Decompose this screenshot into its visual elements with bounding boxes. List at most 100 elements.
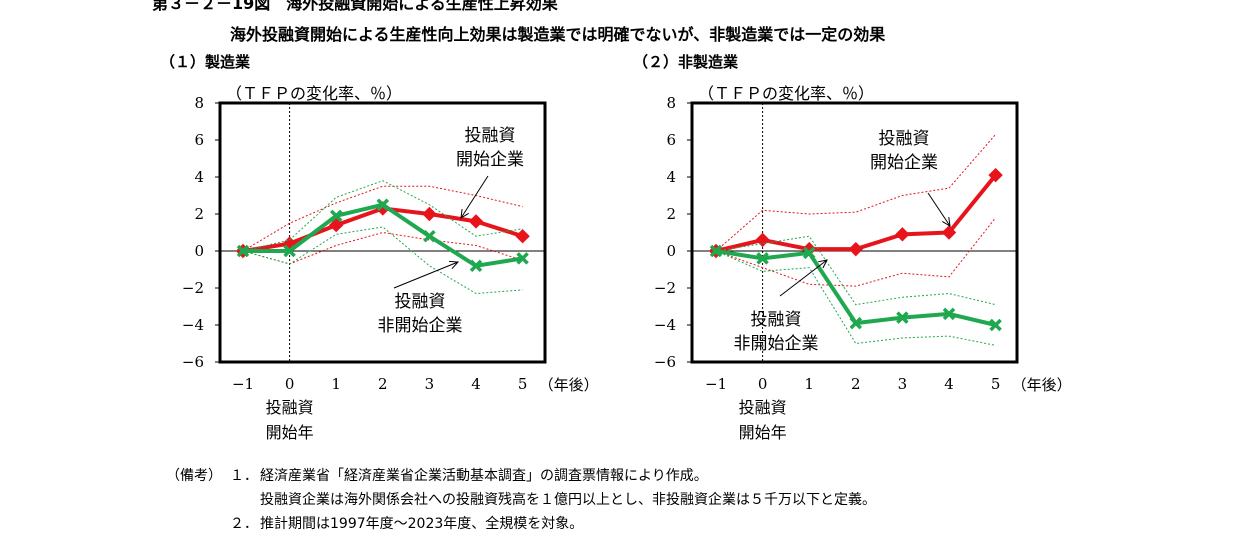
annotation-arrowhead: [460, 209, 469, 219]
y-tick-label: −2: [654, 279, 676, 297]
y-tick-label: 0: [666, 242, 676, 260]
x-tick-label: 4: [471, 375, 481, 393]
annotation-arrow: [779, 259, 828, 297]
confidence-lower-line: [715, 217, 996, 287]
confidence-lower-line: [715, 250, 996, 346]
y-tick-label: 8: [194, 94, 204, 112]
data-point-stroke: [849, 316, 863, 330]
data-point: [895, 227, 910, 242]
y-tick-label: 6: [194, 131, 204, 149]
y-tick-label: 2: [666, 205, 676, 223]
x-axis-label: （年後）: [539, 376, 599, 394]
y-tick-label: 4: [194, 168, 204, 186]
data-point-stroke: [942, 307, 956, 321]
chart-panel-1: （ＴＦＰの変化率、％） 8 6 4 2 0 −2 −4 −6 −1 0 1 2 3 4 5 （年後） 投融資開始年…: [182, 84, 599, 442]
note-text: 推計期間は1997年度～2023年度、全規模を対象。: [260, 516, 584, 532]
data-point: [328, 217, 344, 233]
note-text: 経済産業省「経済産業省企業活動基本調査」の調査票情報により作成。: [260, 468, 708, 484]
data-point: [896, 311, 909, 324]
x-tick-label: 5: [991, 375, 1001, 393]
y-tick-label: 0: [194, 242, 204, 260]
data-point-stroke: [423, 229, 436, 243]
data-point: [849, 316, 863, 330]
note-text: 投融資企業は海外関係会社への投融資残高を１億円以上とし、非投融資企業は５千万以下…: [260, 492, 876, 508]
data-point: [422, 206, 437, 222]
x-tick-label: 0: [758, 375, 768, 393]
series-label: 開始企業: [870, 153, 938, 173]
x-tick-label: 3: [898, 375, 908, 393]
series-label: 投融資: [879, 129, 930, 149]
confidence-upper-line: [715, 134, 996, 252]
confidence-lower-line: [242, 226, 523, 295]
start-year-label: 投融資: [739, 398, 787, 417]
y-tick-label: 6: [666, 131, 676, 149]
data-point: [516, 252, 529, 265]
data-point: [802, 246, 816, 260]
data-point: [942, 307, 956, 321]
data-point-stroke: [236, 244, 250, 258]
notes-label: （備考）: [166, 468, 222, 484]
data-point: [709, 244, 723, 258]
plot-frame: [218, 101, 547, 364]
data-point: [848, 241, 864, 257]
annotation-arrowhead: [818, 259, 828, 269]
x-tick-label: 5: [518, 375, 528, 393]
data-point-stroke: [989, 318, 1002, 332]
x-tick-label: 2: [851, 375, 861, 393]
y-tick-label: −4: [654, 316, 676, 334]
data-point-stroke: [283, 244, 296, 258]
annotation-arrow: [393, 261, 459, 289]
note-row-2: ２． 推計期間は1997年度～2023年度、全規模を対象。: [166, 512, 876, 536]
data-point: [329, 209, 343, 223]
y-tick-label: −4: [182, 316, 204, 334]
data-point: [515, 228, 530, 244]
annotation-arrowhead: [941, 217, 951, 227]
data-point: [236, 244, 250, 258]
plot-frame: [690, 101, 1019, 364]
series-label: 開始企業: [456, 150, 524, 170]
confidence-upper-line: [715, 235, 996, 306]
data-point: [376, 198, 390, 211]
data-point: [756, 252, 769, 265]
note-row-1-cont: 投融資企業は海外関係会社への投融資残高を１億円以上とし、非投融資企業は５千万以下…: [166, 488, 876, 512]
data-point-stroke: [329, 209, 343, 223]
y-tick-label: −2: [182, 279, 204, 297]
note-number: ２．: [230, 516, 258, 532]
series-label: 投融資: [751, 310, 802, 330]
data-point-stroke: [802, 246, 816, 260]
series-label: 非開始企業: [734, 334, 819, 354]
x-axis-label: （年後）: [1012, 376, 1072, 394]
y-tick-label: −6: [654, 353, 676, 371]
data-point-stroke: [896, 311, 909, 324]
x-tick-label: 4: [944, 375, 954, 393]
y-axis-label: （ＴＦＰの変化率、％）: [698, 84, 874, 103]
x-tick-label: 1: [804, 375, 814, 393]
x-tick-label: 2: [378, 375, 388, 393]
y-tick-label: 4: [666, 168, 676, 186]
start-year-label: 投融資: [266, 398, 314, 417]
confidence-upper-line: [242, 180, 523, 252]
start-year-label: 開始年: [739, 423, 787, 442]
data-point: [423, 229, 436, 243]
y-tick-label: −6: [182, 353, 204, 371]
annotation-arrow: [927, 192, 951, 227]
x-tick-label: 1: [331, 375, 341, 393]
y-tick-label: 2: [194, 205, 204, 223]
data-point: [941, 225, 957, 240]
data-point: [468, 214, 484, 229]
data-point: [988, 167, 1003, 183]
series-non-investing: [709, 235, 1002, 346]
start-year-label: 開始年: [266, 423, 314, 442]
x-tick-label: −1: [232, 375, 254, 393]
series-label: 非開始企業: [378, 316, 463, 336]
data-point-stroke: [709, 244, 723, 258]
data-point-stroke: [376, 198, 390, 211]
x-tick-label: −1: [705, 375, 727, 393]
x-tick-label: 3: [425, 375, 435, 393]
x-tick-label: 0: [285, 375, 295, 393]
panel-title-manufacturing: （１）製造業: [160, 53, 251, 71]
note-number: １．: [230, 468, 258, 484]
data-point: [469, 259, 483, 273]
note-row-1: （備考） １． 経済産業省「経済産業省企業活動基本調査」の調査票情報により作成。: [166, 464, 876, 488]
series-investing: [708, 134, 1003, 287]
